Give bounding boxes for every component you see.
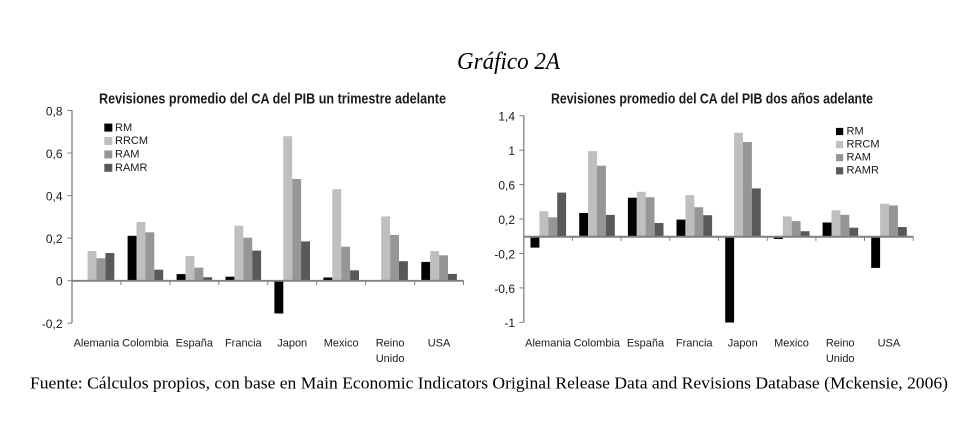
svg-text:Mexico: Mexico bbox=[774, 338, 809, 350]
svg-text:Japon: Japon bbox=[728, 338, 758, 350]
svg-text:España: España bbox=[627, 338, 665, 350]
svg-text:0: 0 bbox=[56, 275, 63, 289]
svg-text:Unido: Unido bbox=[826, 353, 855, 365]
svg-text:Colombia: Colombia bbox=[122, 338, 169, 350]
svg-text:RAMR: RAMR bbox=[115, 162, 147, 174]
svg-text:-0,2: -0,2 bbox=[494, 247, 515, 261]
svg-text:RAMR: RAMR bbox=[847, 165, 879, 177]
svg-text:1,4: 1,4 bbox=[498, 110, 515, 124]
svg-text:RRCM: RRCM bbox=[115, 135, 148, 147]
svg-text:1: 1 bbox=[508, 144, 515, 158]
svg-text:Gráfico 2A: Gráfico 2A bbox=[457, 49, 560, 75]
svg-text:USA: USA bbox=[878, 338, 901, 350]
svg-text:Fuente: Cálculos propios, con: Fuente: Cálculos propios, con base en Ma… bbox=[30, 373, 948, 392]
svg-text:USA: USA bbox=[428, 338, 451, 350]
svg-text:Reino: Reino bbox=[376, 338, 405, 350]
svg-text:RAM: RAM bbox=[115, 149, 139, 161]
svg-text:Revisiones promedio del CA del: Revisiones promedio del CA del PIB un tr… bbox=[99, 90, 446, 107]
svg-text:0,6: 0,6 bbox=[46, 147, 63, 161]
svg-text:Reino: Reino bbox=[826, 338, 855, 350]
svg-text:RM: RM bbox=[115, 122, 132, 134]
svg-text:Francia: Francia bbox=[225, 338, 263, 350]
svg-text:RRCM: RRCM bbox=[847, 138, 880, 150]
svg-text:0,6: 0,6 bbox=[498, 178, 515, 192]
svg-text:Unido: Unido bbox=[376, 353, 405, 365]
svg-text:España: España bbox=[176, 338, 214, 350]
svg-text:Mexico: Mexico bbox=[324, 338, 359, 350]
svg-text:RM: RM bbox=[847, 125, 864, 137]
svg-text:-1: -1 bbox=[504, 316, 515, 330]
svg-text:-0,6: -0,6 bbox=[494, 282, 515, 296]
svg-text:Japon: Japon bbox=[277, 338, 307, 350]
svg-text:-0,2: -0,2 bbox=[42, 317, 63, 331]
svg-text:0,8: 0,8 bbox=[46, 104, 63, 118]
svg-text:0,4: 0,4 bbox=[46, 189, 63, 203]
svg-text:Revisiones promedio del CA del: Revisiones promedio del CA del PIB dos a… bbox=[551, 90, 873, 107]
svg-text:0,2: 0,2 bbox=[46, 232, 63, 246]
svg-text:Francia: Francia bbox=[676, 338, 714, 350]
svg-text:RAM: RAM bbox=[847, 152, 871, 164]
svg-text:Alemania: Alemania bbox=[525, 338, 572, 350]
svg-text:Alemania: Alemania bbox=[74, 338, 121, 350]
svg-text:0,2: 0,2 bbox=[498, 213, 515, 227]
svg-text:Colombia: Colombia bbox=[574, 338, 621, 350]
